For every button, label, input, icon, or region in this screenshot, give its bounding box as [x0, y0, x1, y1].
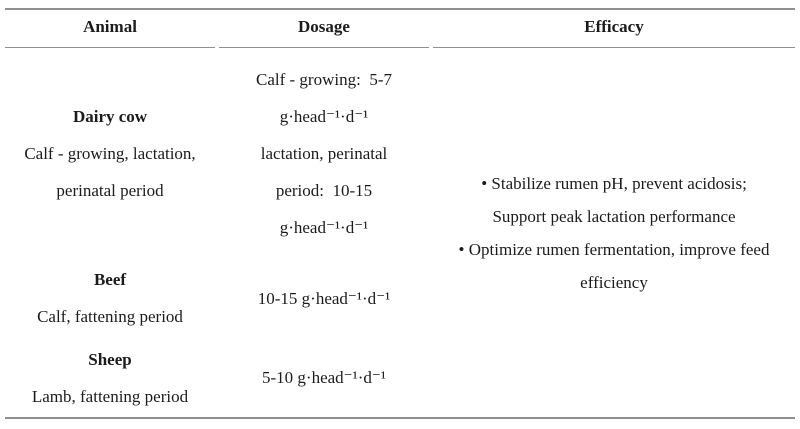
dosage-line: 10-15 g·head⁻¹·d⁻¹ [257, 288, 391, 308]
header-row: Animal Dosage Efficacy [5, 10, 795, 48]
table: Animal Dosage Efficacy Dairy cow Calf - … [1, 10, 799, 417]
animal-name: Beef [93, 270, 127, 289]
dosage-cell-beef: 10-15 g·head⁻¹·d⁻¹ [219, 258, 429, 338]
dosage-line: period: 10-15 [275, 180, 373, 200]
efficacy-line: • Stabilize rumen pH, prevent acidosis; [481, 173, 747, 193]
animal-detail-line: Calf - growing, lactation, [24, 143, 196, 163]
animal-cell-sheep: Sheep Lamb, fattening period [5, 338, 215, 417]
column-header-efficacy: Efficacy [433, 10, 795, 48]
column-header-animal: Animal [5, 10, 215, 48]
table-row-beef: Beef Calf, fattening period 10-15 g·head… [5, 258, 795, 338]
animal-cell-beef: Beef Calf, fattening period [5, 258, 215, 338]
dosage-line: g·head⁻¹·d⁻¹ [279, 217, 369, 237]
efficacy-line: efficiency [580, 272, 648, 292]
dosage-efficacy-table: Animal Dosage Efficacy Dairy cow Calf - … [5, 8, 795, 419]
animal-detail-line: Calf, fattening period [37, 307, 183, 326]
table-row-dairy-cow: Dairy cow Calf - growing, lactation, per… [5, 48, 795, 292]
animal-cell-dairy-cow: Dairy cow Calf - growing, lactation, per… [5, 48, 215, 258]
animal-name: Sheep [88, 349, 132, 369]
efficacy-line: • Optimize rumen fermentation, improve f… [458, 239, 770, 259]
animal-detail-line: Lamb, fattening period [31, 386, 189, 406]
dosage-cell-sheep: 5-10 g·head⁻¹·d⁻¹ [219, 338, 429, 417]
dosage-cell-dairy-cow: Calf - growing: 5-7 g·head⁻¹·d⁻¹ lactati… [219, 48, 429, 258]
dosage-line: g·head⁻¹·d⁻¹ [279, 106, 369, 126]
efficacy-line: Support peak lactation performance [492, 206, 736, 226]
efficacy-cell: • Stabilize rumen pH, prevent acidosis; … [433, 48, 795, 417]
table-row-sheep: Sheep Lamb, fattening period 5-10 g·head… [5, 338, 795, 417]
dosage-line: Calf - growing: 5-7 [256, 69, 392, 89]
animal-detail-line: perinatal period [56, 180, 164, 200]
dosage-line: lactation, perinatal [260, 143, 388, 163]
dosage-line: 5-10 g·head⁻¹·d⁻¹ [262, 368, 386, 387]
animal-name: Dairy cow [72, 106, 148, 126]
column-header-dosage: Dosage [219, 10, 429, 48]
